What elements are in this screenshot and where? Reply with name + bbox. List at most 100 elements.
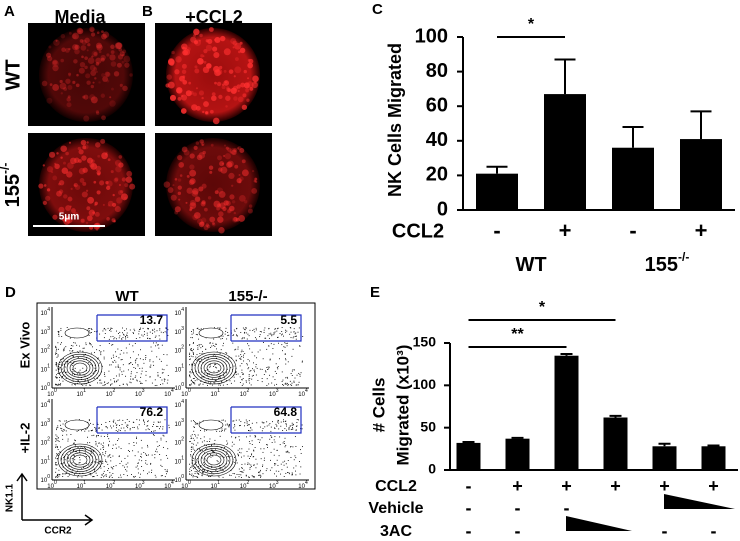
event [254, 355, 256, 357]
event [194, 476, 196, 477]
contour [197, 448, 231, 472]
speck [214, 37, 221, 44]
speck [90, 32, 96, 37]
event [211, 465, 213, 467]
event [253, 465, 255, 466]
event [61, 364, 63, 366]
speck [85, 221, 89, 225]
speck [179, 174, 183, 177]
event [129, 357, 131, 359]
event [293, 369, 295, 371]
event [250, 427, 251, 429]
event [136, 372, 138, 374]
event [295, 384, 297, 386]
event [253, 362, 254, 364]
event [226, 451, 228, 453]
event [192, 352, 194, 354]
event [66, 472, 68, 474]
speck [237, 96, 244, 103]
event [134, 330, 136, 332]
event [265, 371, 267, 373]
event [218, 384, 220, 386]
event [201, 371, 203, 373]
event [236, 473, 238, 475]
event [126, 335, 128, 337]
event [65, 472, 67, 474]
event [293, 467, 295, 469]
event [288, 472, 290, 474]
event [83, 358, 85, 360]
event [59, 420, 61, 422]
event [202, 471, 204, 473]
event [117, 364, 119, 366]
event [124, 330, 126, 331]
speck [69, 205, 72, 208]
event [86, 370, 87, 372]
error-bar [511, 436, 524, 439]
speck [247, 62, 254, 69]
error-bar [690, 110, 712, 140]
speck [107, 158, 111, 162]
speck [89, 94, 96, 101]
speck [182, 75, 186, 79]
speck [115, 165, 122, 173]
speck [82, 181, 87, 186]
event [110, 460, 112, 462]
contour [197, 356, 231, 380]
event [217, 475, 219, 477]
event [223, 375, 225, 377]
event [63, 349, 65, 351]
event [104, 384, 106, 385]
event [85, 342, 87, 344]
event [220, 381, 222, 382]
event [87, 436, 88, 438]
speck [208, 165, 214, 170]
event [127, 427, 129, 429]
event [151, 350, 153, 352]
condition-value: + [561, 476, 572, 496]
event [220, 447, 222, 449]
error-bar [560, 353, 573, 356]
event [292, 473, 293, 475]
event [137, 462, 139, 464]
speck [94, 201, 98, 206]
event [73, 442, 75, 444]
event [276, 328, 278, 330]
speck [101, 115, 106, 121]
cell [39, 28, 133, 122]
event [205, 348, 207, 350]
event [166, 354, 168, 356]
event [89, 454, 91, 456]
event [208, 372, 210, 374]
event [145, 380, 147, 382]
event [118, 438, 120, 440]
event [123, 370, 125, 372]
event [156, 356, 158, 358]
event [228, 334, 230, 336]
event [133, 445, 135, 446]
event [270, 334, 272, 335]
event [89, 384, 90, 386]
event [196, 448, 198, 450]
event [193, 421, 195, 423]
event [279, 436, 281, 438]
event [194, 473, 196, 475]
event [63, 473, 65, 475]
event [233, 427, 235, 429]
event [283, 346, 285, 348]
event [139, 327, 141, 329]
event [161, 475, 163, 477]
event [152, 332, 153, 334]
event [244, 329, 246, 331]
axis-label: CCR2 [44, 526, 72, 537]
event [196, 423, 198, 425]
tick-base: 10 [175, 459, 182, 465]
event [283, 421, 284, 423]
event [56, 362, 57, 364]
event [233, 456, 235, 458]
event [57, 473, 59, 475]
event [251, 429, 253, 431]
event [58, 383, 60, 385]
significance-label: * [539, 299, 546, 316]
